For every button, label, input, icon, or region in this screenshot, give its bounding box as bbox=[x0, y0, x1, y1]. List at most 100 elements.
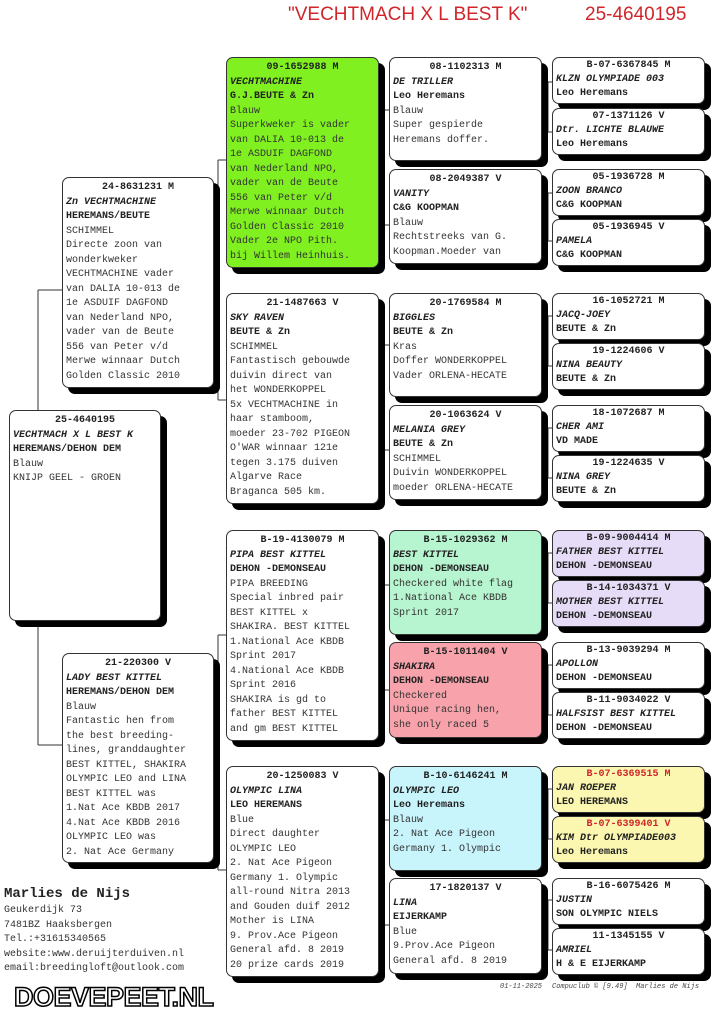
grandparent-card[interactable]: 09-1652988 M VECHTMACHINE G.J.BEUTE & Zn Bl… bbox=[226, 57, 379, 268]
note-line: Merwe winnaar Dutch bbox=[230, 207, 345, 218]
owner: DEHON -DEMONSEAU bbox=[556, 611, 653, 622]
ring-number: B-07-6369515 M bbox=[586, 769, 671, 780]
plumage-color: Blauw bbox=[13, 458, 44, 470]
owner: EIJERKAMP bbox=[393, 912, 448, 923]
owner: DEHON -DEMONSEAU bbox=[230, 564, 327, 575]
note-line: haar stamboom, bbox=[230, 414, 315, 425]
note-line: tegen 3.175 duiven bbox=[230, 457, 339, 469]
pigeon-name: OLYMPIC LEO bbox=[393, 785, 460, 797]
note-line: Sprint 2017 bbox=[393, 607, 460, 619]
great-grandparent-card[interactable]: 08-1102313 M DE TRILLER Leo Heremans Blauw S… bbox=[389, 57, 542, 161]
gen5-card[interactable]: B-11-9034022 V HALFSIST BEST KITTEL DEHON … bbox=[552, 692, 705, 739]
gen5-card[interactable]: 16-1052721 M JACQ-JOEY BEUTE & Zn bbox=[552, 293, 705, 340]
note-line: moeder 23-702 PIGEON bbox=[230, 428, 351, 440]
pigeon-name: MELANIA GREY bbox=[393, 424, 466, 436]
note-line: all-round Nitra 2013 bbox=[230, 887, 351, 898]
note-line: OLYMPIC LEO and LINA bbox=[66, 774, 187, 785]
gen5-card[interactable]: 05-1936728 M ZOON BRANCO C&G KOOPMAN bbox=[552, 169, 705, 216]
pigeon-name: VECHTMACHINE bbox=[230, 76, 303, 88]
gen5-card[interactable]: 19-1224635 V NINA GREY BEUTE & Zn bbox=[552, 455, 705, 502]
watermark-logo: DOEVEPEET.NL bbox=[13, 981, 215, 1013]
gen5-card[interactable]: 18-1072687 M CHER AMI VD MADE bbox=[552, 405, 705, 452]
note-line: OLYMPIC LEO bbox=[230, 843, 297, 855]
breeder-address: Geukerdijk 73 bbox=[4, 905, 83, 916]
note-line: Braganca 505 km. bbox=[230, 486, 327, 498]
owner: LEO HEREMANS bbox=[230, 800, 303, 811]
gen5-card[interactable]: B-07-6399401 V KIM Dtr OLYMPIADE003 Leo He… bbox=[552, 816, 705, 863]
owner: C&G KOOPMAN bbox=[556, 250, 623, 261]
great-grandparent-card[interactable]: B-15-1029362 M BEST KITTEL DEHON -DEMONSEA… bbox=[389, 530, 542, 635]
owner: BEUTE & Zn bbox=[230, 327, 291, 338]
note-line: and gm BEST KITTEL bbox=[230, 723, 339, 735]
ring-number: B-13-9039294 M bbox=[586, 645, 671, 656]
pigeon-name: PIPA BEST KITTEL bbox=[230, 549, 327, 561]
ring-number: 16-1052721 M bbox=[592, 296, 665, 307]
gen5-card[interactable]: B-14-1034371 V MOTHER BEST KITTEL DEHON -D… bbox=[552, 580, 705, 627]
owner: C&G KOOPMAN bbox=[556, 200, 623, 211]
subject-pigeon-card[interactable]: 25-4640195 VECHTMACH X L BEST K HEREMANS/D… bbox=[9, 410, 161, 621]
grandparent-card[interactable]: 20-1250083 V OLYMPIC LINA LEO HEREMANS Blue… bbox=[226, 766, 379, 977]
breeder-website[interactable]: website:www.deruijterduiven.nl bbox=[4, 948, 185, 960]
grandparent-card[interactable]: 21-1487663 V SKY RAVEN BEUTE & Zn SCHIMMEL F… bbox=[226, 293, 379, 504]
ring-number: B-15-1011404 V bbox=[423, 647, 508, 658]
gen5-card[interactable]: 07-1371126 V Dtr. LICHTE BLAUWE Leo Herema… bbox=[552, 108, 705, 155]
plumage-color: Checkered white flag bbox=[393, 578, 514, 590]
owner: C&G KOOPMAN bbox=[393, 203, 460, 214]
ring-number: B-10-6146241 M bbox=[423, 771, 508, 782]
plumage-color: Blauw bbox=[66, 701, 97, 713]
grandparent-card[interactable]: B-19-4130079 M PIPA BEST KITTEL DEHON -DEM… bbox=[226, 530, 379, 741]
note-line: Golden Classic 2010 bbox=[230, 221, 345, 233]
ring-number: 25-4640195 bbox=[54, 415, 115, 426]
pigeon-name: LINA bbox=[393, 897, 418, 909]
gen5-card[interactable]: 19-1224606 V NINA BEAUTY BEUTE & Zn bbox=[552, 343, 705, 390]
gen5-card[interactable]: B-16-6075426 M JUSTIN SON OLYMPIC NIELS bbox=[552, 878, 705, 925]
owner: Leo Heremans bbox=[556, 88, 629, 99]
pigeon-name: JACQ-JOEY bbox=[556, 310, 611, 321]
note-line: 5x VECHTMACHINE in bbox=[230, 399, 339, 411]
note-line: KNIJP GEEL - GROEN bbox=[13, 473, 122, 484]
gen5-card[interactable]: 05-1936945 V PAMELA C&G KOOPMAN bbox=[552, 219, 705, 266]
ring-number: B-09-9004414 M bbox=[586, 533, 671, 544]
gen5-card[interactable]: 11-1345155 V AMRIEL H & E EIJERKAMP bbox=[552, 928, 705, 975]
great-grandparent-card[interactable]: 20-1063624 V MELANIA GREY BEUTE & Zn SCHIMM… bbox=[389, 405, 542, 500]
note-line: moeder ORLENA-HECATE bbox=[393, 482, 514, 494]
note-line: duivin direct van bbox=[230, 370, 333, 382]
ring-number: 24-8631231 M bbox=[101, 182, 174, 193]
great-grandparent-card[interactable]: 17-1820137 V LINA EIJERKAMP Blue 9.Prov.Ace … bbox=[389, 878, 542, 974]
plumage-color: Blauw bbox=[393, 217, 424, 229]
parent-card[interactable]: 21-220300 V LADY BEST KITTEL HEREMANS/DEHO… bbox=[62, 653, 214, 863]
breeder-email[interactable]: email:breedingloft@outlook.com bbox=[4, 963, 185, 974]
parent-card[interactable]: 24-8631231 M Zn VECHTMACHINE HEREMANS/BEUT… bbox=[62, 177, 214, 388]
pigeon-name: JAN ROEPER bbox=[556, 783, 617, 794]
breeder-city: 7481BZ Haaksbergen bbox=[4, 919, 113, 931]
ring-number: 21-1487663 V bbox=[266, 298, 339, 309]
note-line: 1e ASDUIF DAGFOND bbox=[230, 149, 333, 160]
gen5-card[interactable]: B-09-9004414 M FATHER BEST KITTEL DEHON -D… bbox=[552, 530, 705, 577]
ring-number: 08-1102313 M bbox=[429, 62, 502, 73]
ring-number: 19-1224635 V bbox=[592, 458, 665, 469]
pigeon-name: PAMELA bbox=[556, 236, 593, 247]
great-grandparent-card[interactable]: 08-2049387 V VANITY C&G KOOPMAN Blauw Rechts… bbox=[389, 169, 542, 264]
note-line: bij Willem Heinhuis. bbox=[230, 250, 351, 262]
gen5-card[interactable]: B-07-6367845 M KLZN OLYMPIADE 003 Leo Here… bbox=[552, 57, 705, 104]
note-line: 1e ASDUIF DAGFOND bbox=[66, 298, 169, 309]
plumage-color: Checkered bbox=[393, 690, 448, 702]
great-grandparent-card[interactable]: 20-1769584 M BIGGLES BEUTE & Zn Kras Doffer … bbox=[389, 293, 542, 397]
note-line: and Gouden duif 2012 bbox=[230, 901, 351, 913]
note-line: she only raced 5 bbox=[393, 719, 490, 731]
great-grandparent-card[interactable]: B-15-1011404 V SHAKIRA DEHON -DEMONSEAU Che… bbox=[389, 642, 542, 738]
pigeon-name: BEST KITTEL bbox=[393, 549, 460, 561]
note-line: Directe zoon van bbox=[66, 240, 163, 251]
gen5-card[interactable]: B-13-9039294 M APOLLON DEHON -DEMONSEAU bbox=[552, 642, 705, 689]
gen5-card[interactable]: B-07-6369515 M JAN ROEPER LEO HEREMANS bbox=[552, 766, 705, 813]
note-line: vader van de Beute bbox=[230, 178, 339, 189]
pigeon-name: VECHTMACH X L BEST K bbox=[13, 429, 134, 441]
owner: HEREMANS/DEHON DEM bbox=[13, 444, 122, 455]
note-line: van DALIA 10-013 de bbox=[230, 134, 345, 146]
note-line: Doffer WONDERKOPPEL bbox=[393, 356, 508, 367]
great-grandparent-card[interactable]: B-10-6146241 M OLYMPIC LEO Leo Heremans Bla… bbox=[389, 766, 542, 871]
note-line: 20 prize cards 2019 bbox=[230, 959, 345, 971]
note-line: BEST KITTEL x bbox=[230, 607, 309, 619]
plumage-color: Kras bbox=[393, 341, 418, 353]
